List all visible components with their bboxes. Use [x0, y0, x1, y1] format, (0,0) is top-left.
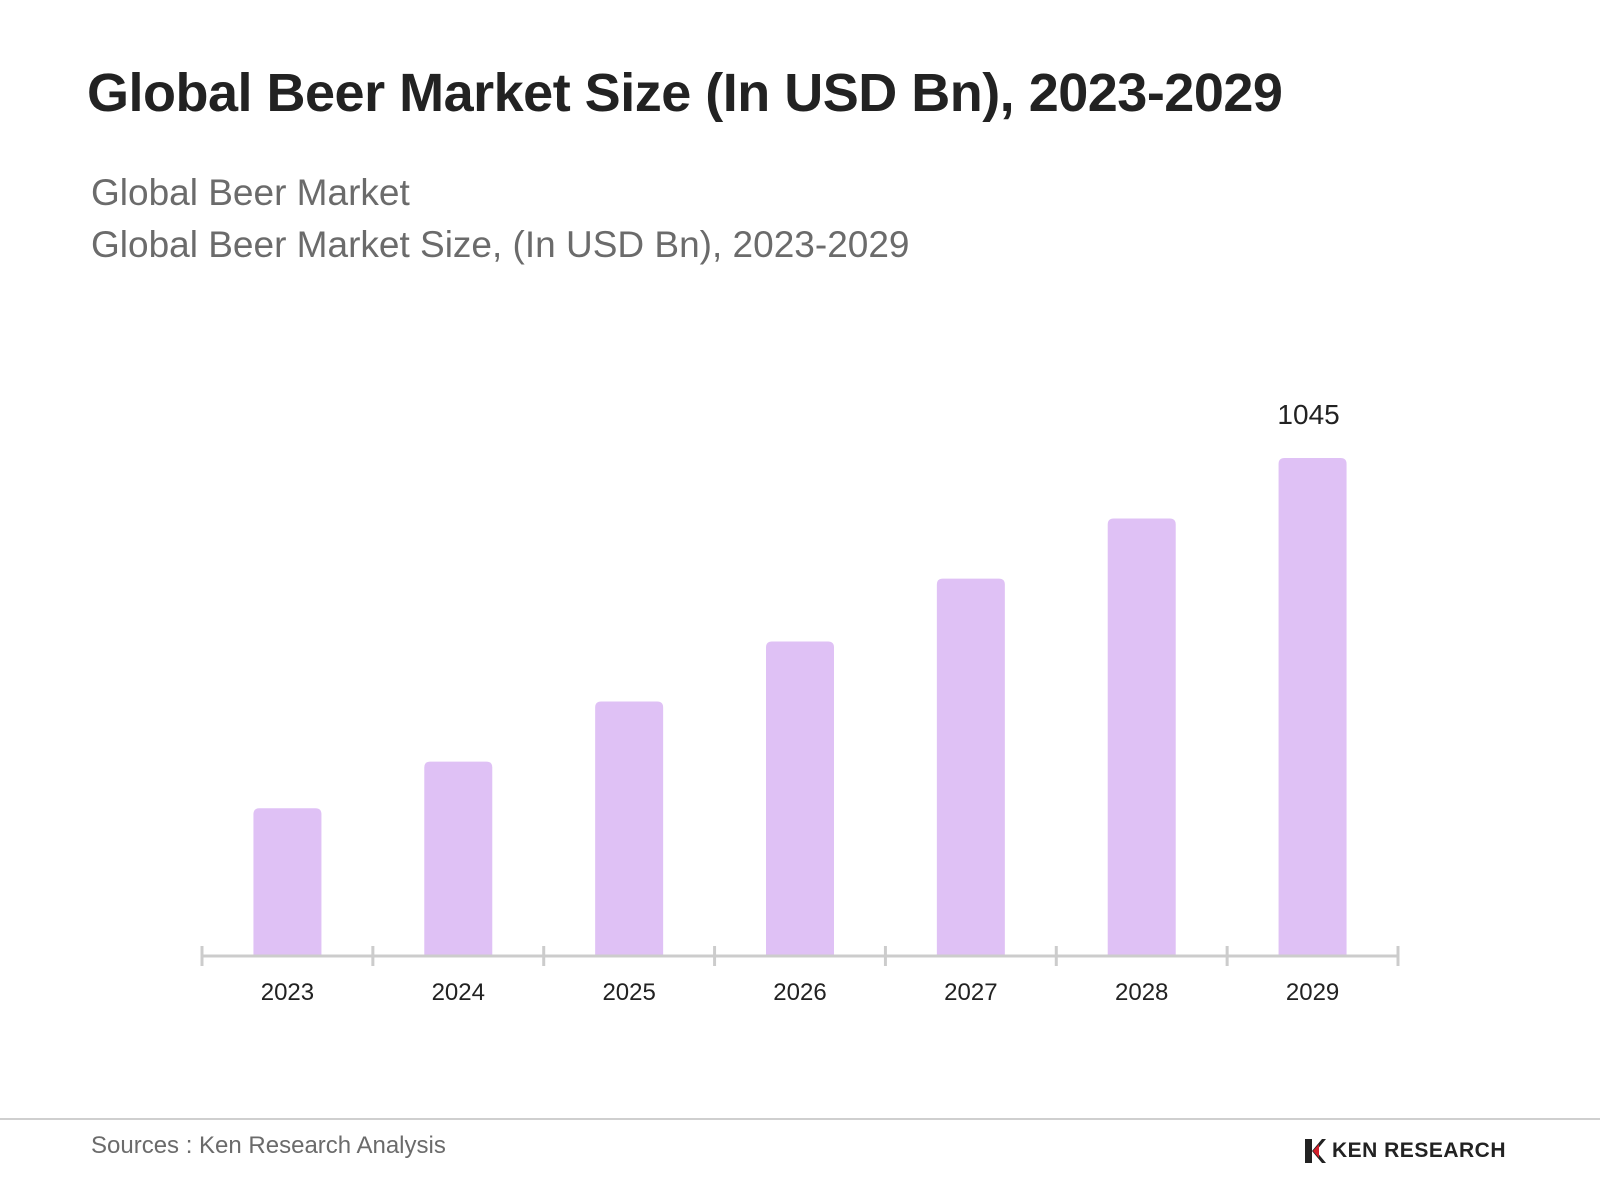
brand-logo: KEN RESEARCH — [1304, 1138, 1506, 1164]
source-note: Sources : Ken Research Analysis — [91, 1132, 446, 1159]
chart-title: Global Beer Market Size (In USD Bn), 202… — [87, 63, 1283, 123]
footer-divider — [0, 1118, 1600, 1120]
bar-2025 — [595, 701, 664, 956]
x-tick-label-2025: 2025 — [602, 979, 655, 1006]
x-tick-label-2024: 2024 — [432, 979, 485, 1006]
x-tick-label-2028: 2028 — [1115, 979, 1168, 1006]
x-tick-label-2026: 2026 — [773, 979, 826, 1006]
bar-2024 — [424, 761, 493, 956]
bar-2028 — [1107, 518, 1176, 956]
x-tick-label-2023: 2023 — [261, 979, 314, 1006]
chart-subtitle: Global Beer Market — [91, 172, 410, 213]
bar-chart: 2023 2024 2025 2026 2027 2028 2029 1045 — [200, 399, 1400, 1006]
data-label-2029: 1045 — [1277, 399, 1339, 430]
x-tick-label-2029: 2029 — [1286, 979, 1339, 1006]
bar-2023 — [253, 808, 322, 956]
chart-subtitle-detail: Global Beer Market Size, (In USD Bn), 20… — [91, 224, 910, 265]
brand-name: KEN RESEARCH — [1331, 1139, 1506, 1162]
bar-2026 — [766, 641, 834, 956]
bar-2027 — [936, 578, 1005, 956]
x-tick-label-2027: 2027 — [944, 979, 997, 1006]
bar-2029 — [1278, 458, 1347, 956]
ken-research-logo-icon — [1304, 1139, 1326, 1163]
